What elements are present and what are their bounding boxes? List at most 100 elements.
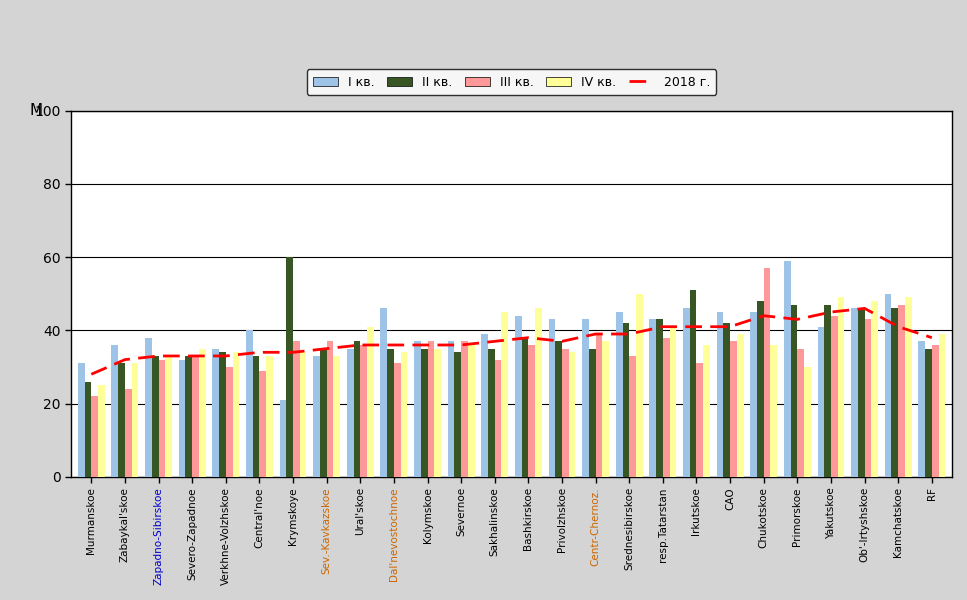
Bar — [165, 356, 172, 477]
Bar — [434, 349, 441, 477]
Bar — [657, 319, 662, 477]
Bar — [266, 356, 273, 477]
Bar — [252, 356, 259, 477]
Bar — [932, 345, 939, 477]
Bar — [730, 341, 737, 477]
Bar — [824, 305, 831, 477]
Bar — [696, 363, 703, 477]
Bar — [152, 356, 159, 477]
Bar — [192, 356, 199, 477]
Y-axis label: M: M — [29, 103, 43, 118]
Bar — [669, 326, 676, 477]
Bar — [394, 363, 400, 477]
Bar — [259, 371, 266, 477]
Bar — [461, 341, 468, 477]
Bar — [300, 352, 307, 477]
Bar — [636, 294, 643, 477]
Bar — [683, 308, 689, 477]
Bar — [387, 349, 394, 477]
Bar — [354, 341, 361, 477]
Bar — [159, 359, 165, 477]
Bar — [179, 359, 186, 477]
Bar — [246, 331, 252, 477]
Bar — [488, 349, 495, 477]
Bar — [723, 323, 730, 477]
Bar — [798, 349, 805, 477]
Bar — [717, 312, 723, 477]
Bar — [427, 341, 434, 477]
Bar — [650, 319, 657, 477]
Bar — [771, 345, 777, 477]
Bar — [784, 261, 791, 477]
Bar — [892, 308, 898, 477]
Bar — [528, 345, 535, 477]
Bar — [495, 359, 502, 477]
Bar — [361, 345, 367, 477]
Bar — [448, 341, 454, 477]
Bar — [186, 356, 192, 477]
Bar — [98, 385, 104, 477]
Bar — [468, 345, 475, 477]
Bar — [831, 316, 837, 477]
Bar — [279, 400, 286, 477]
Bar — [919, 341, 925, 477]
Bar — [602, 341, 609, 477]
Bar — [232, 352, 239, 477]
Bar — [380, 308, 387, 477]
Bar — [400, 352, 407, 477]
Bar — [548, 319, 555, 477]
Bar — [367, 326, 373, 477]
Bar — [562, 349, 569, 477]
Bar — [286, 257, 293, 477]
Bar — [225, 367, 232, 477]
Bar — [454, 352, 461, 477]
Legend: I кв., II кв., III кв., IV кв., 2018 г.: I кв., II кв., III кв., IV кв., 2018 г. — [307, 70, 717, 95]
Bar — [589, 349, 596, 477]
Bar — [111, 345, 118, 477]
Bar — [118, 363, 125, 477]
Bar — [596, 334, 602, 477]
Bar — [327, 341, 334, 477]
Bar — [939, 334, 946, 477]
Bar — [864, 319, 871, 477]
Bar — [293, 341, 300, 477]
Bar — [662, 338, 669, 477]
Bar — [737, 334, 744, 477]
Bar — [535, 308, 542, 477]
Bar — [313, 356, 320, 477]
Bar — [132, 363, 138, 477]
Bar — [805, 367, 810, 477]
Bar — [145, 338, 152, 477]
Bar — [84, 382, 91, 477]
Bar — [837, 298, 844, 477]
Bar — [689, 290, 696, 477]
Bar — [898, 305, 905, 477]
Bar — [421, 349, 427, 477]
Bar — [817, 326, 824, 477]
Bar — [858, 308, 864, 477]
Bar — [320, 349, 327, 477]
Bar — [623, 323, 630, 477]
Bar — [482, 334, 488, 477]
Bar — [555, 341, 562, 477]
Bar — [750, 312, 757, 477]
Bar — [925, 349, 932, 477]
Bar — [414, 341, 421, 477]
Bar — [515, 316, 521, 477]
Bar — [851, 308, 858, 477]
Bar — [616, 312, 623, 477]
Bar — [213, 349, 220, 477]
Bar — [199, 349, 206, 477]
Bar — [764, 268, 771, 477]
Bar — [91, 396, 98, 477]
Bar — [220, 352, 225, 477]
Bar — [757, 301, 764, 477]
Bar — [78, 363, 84, 477]
Bar — [521, 338, 528, 477]
Bar — [125, 389, 132, 477]
Bar — [347, 349, 354, 477]
Bar — [703, 345, 710, 477]
Bar — [885, 294, 892, 477]
Bar — [334, 356, 340, 477]
Bar — [871, 301, 878, 477]
